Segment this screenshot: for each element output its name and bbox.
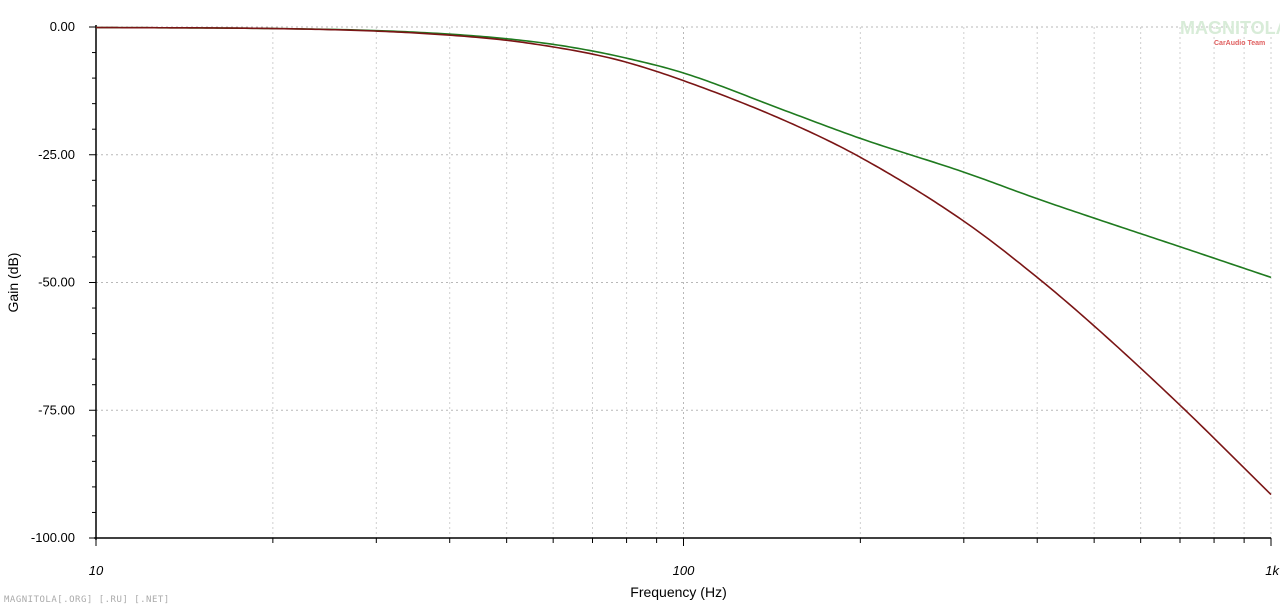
watermark-sub-text: CarAudio Team [1214,40,1266,47]
x-tick-label: 10 [89,563,104,578]
axes [89,25,1272,546]
x-tick-label: 100 [673,563,695,578]
x-tick-labels: 10 100 1k [89,563,1280,578]
grid [96,26,1272,538]
y-tick-label: -75.00 [38,402,75,417]
y-tick-labels: 0.00 -25.00 -50.00 -75.00 -100.00 [31,19,75,545]
x-axis-label: Frequency (Hz) [630,584,726,600]
watermark-logo: MAGNITOLA CarAudio Team [1180,18,1280,52]
y-tick-label: 0.00 [50,19,75,34]
y-tick-label: -100.00 [31,530,75,545]
series-group [95,26,1272,496]
watermark-main-text: MAGNITOLA [1180,18,1280,38]
y-axis-label: Gain (dB) [5,253,21,313]
y-tick-label: -50.00 [38,275,75,290]
series-line-2 [95,26,1272,496]
x-tick-label: 1k [1265,563,1280,578]
footer-text: MAGNITOLA[.ORG] [.RU] [.NET] [4,595,170,605]
y-tick-label: -25.00 [38,147,75,162]
